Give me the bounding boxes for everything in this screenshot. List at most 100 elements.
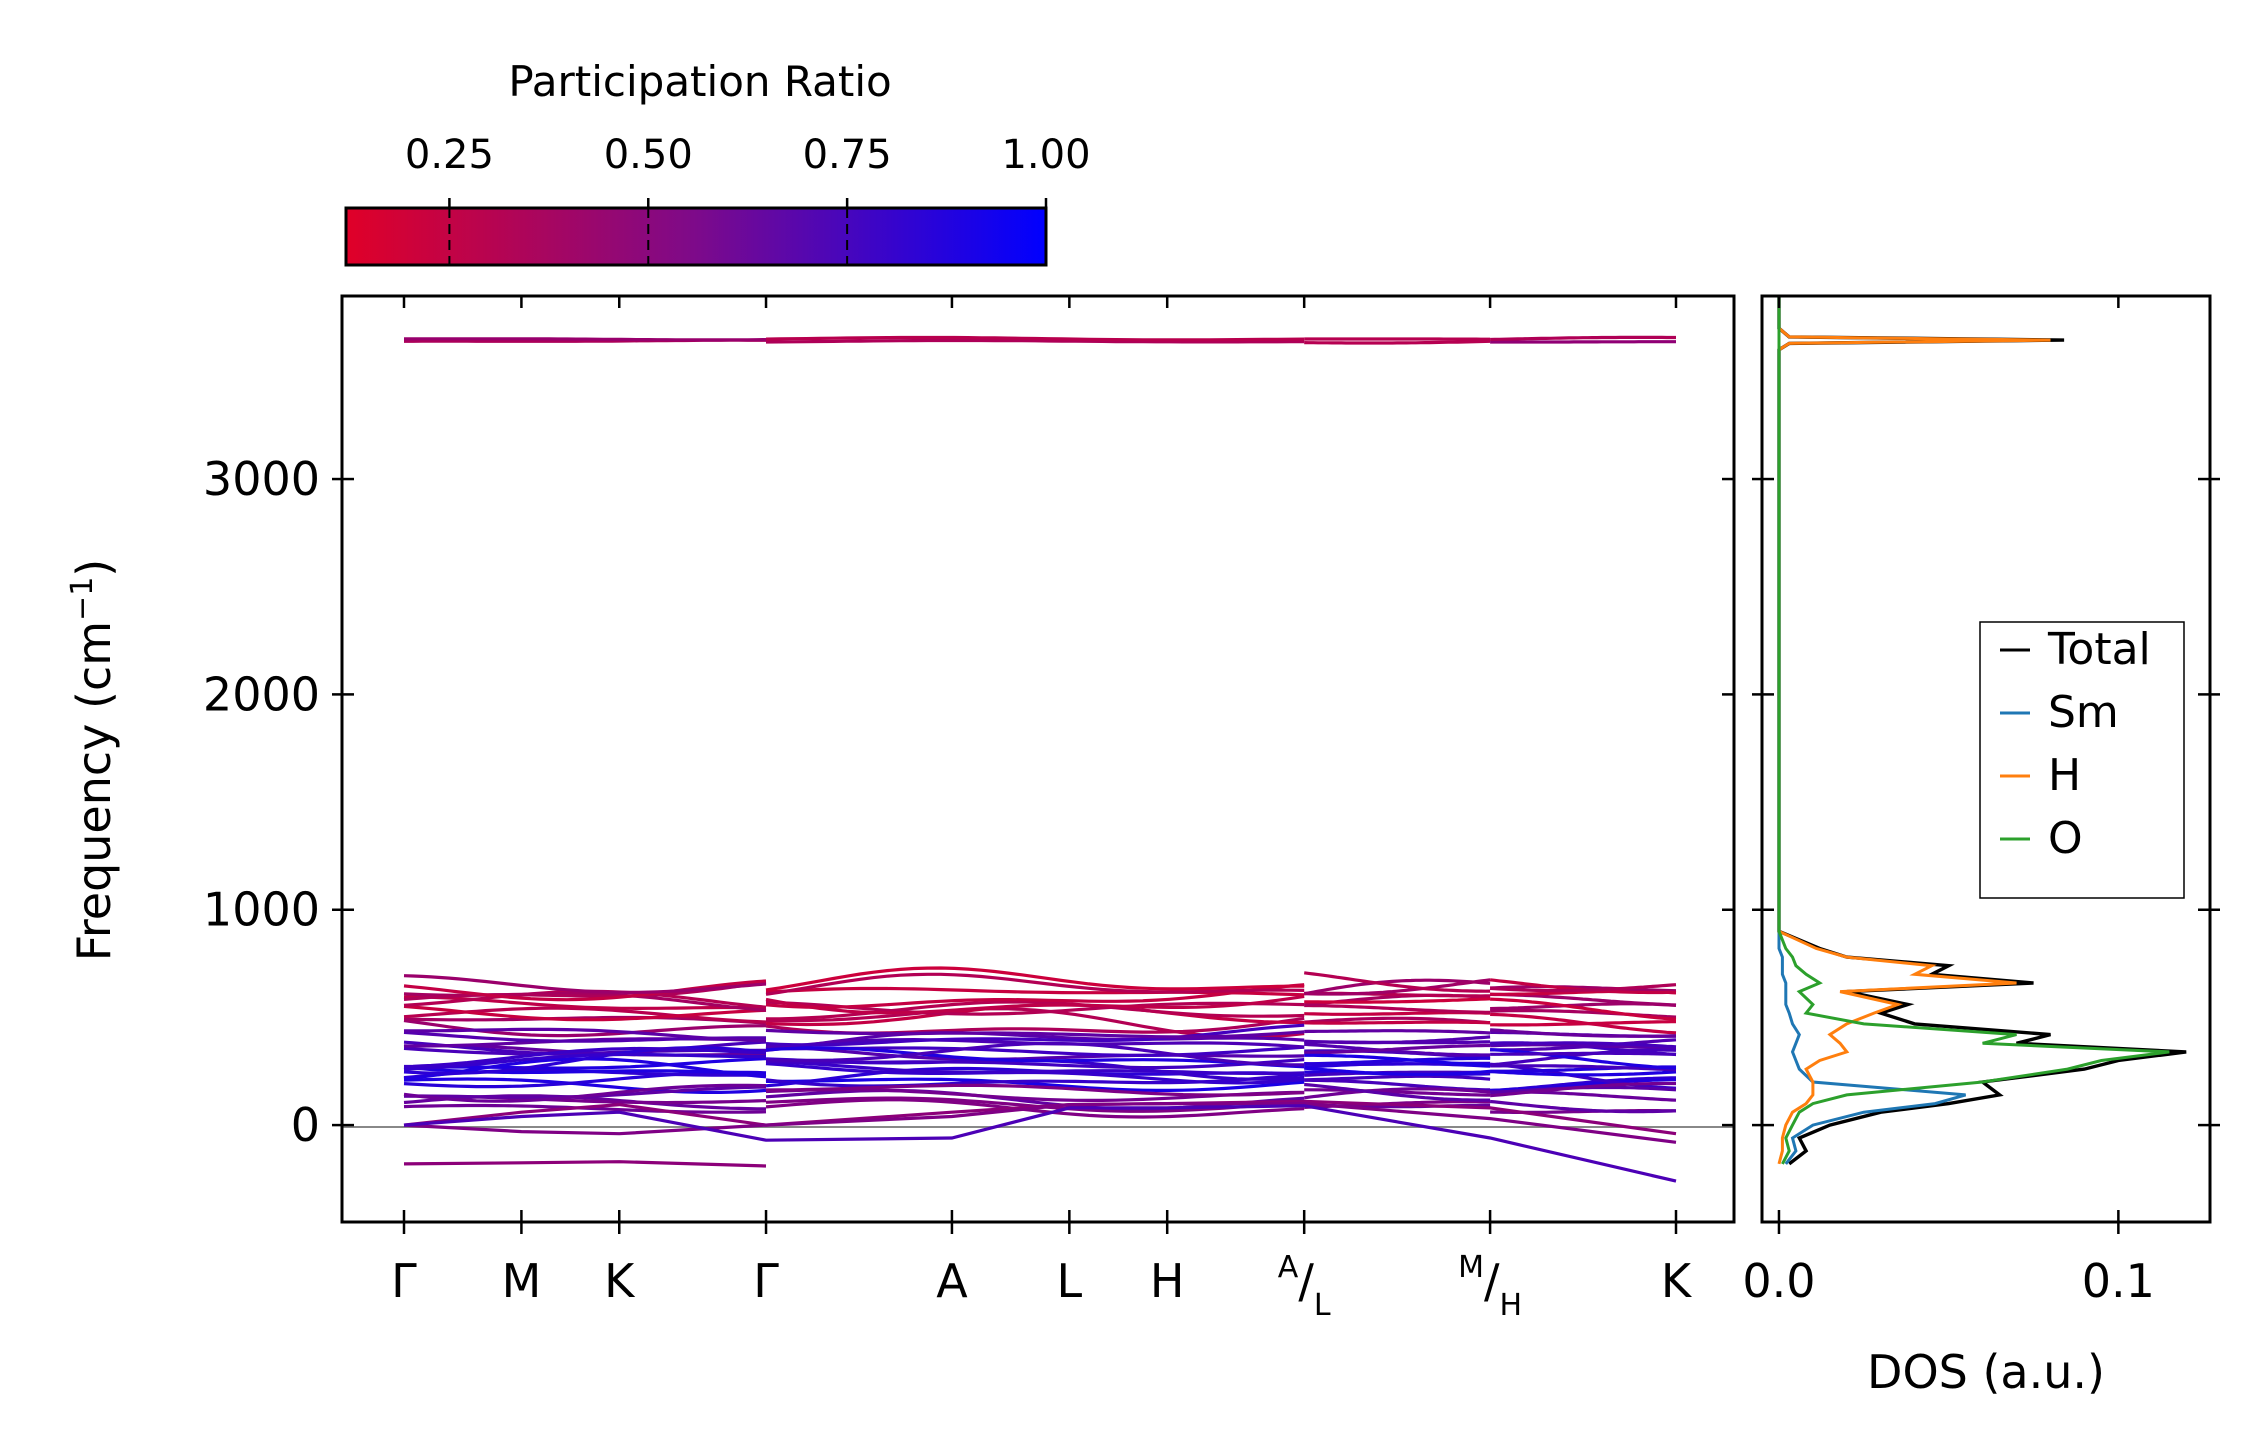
band-line (1490, 1038, 1677, 1052)
acoustic-band-line (403, 1104, 1677, 1183)
band-line (1303, 978, 1491, 996)
band-line (765, 338, 1305, 344)
y-axis-label-sup: −1 (65, 577, 100, 621)
band-line (1490, 985, 1677, 993)
band-line (403, 1083, 767, 1103)
band-line (765, 1023, 1305, 1047)
dos-ticks: 0.0 0.1 (1742, 296, 2220, 1308)
colorbar-title: Participation Ratio (508, 57, 891, 106)
band-plot-frame (340, 294, 1736, 1224)
band-line (403, 1065, 767, 1075)
legend-box (1979, 621, 2185, 899)
band-line (403, 1052, 766, 1071)
band-line (765, 1046, 1305, 1069)
colorbar-tick-label: 0.25 (405, 132, 494, 178)
band-line (403, 1046, 767, 1075)
dos-panel: 0.0 0.1 DOS (a.u.) Total Sm HO (1742, 294, 2220, 1399)
x-tick-label-sup: A (1278, 1250, 1299, 1285)
colorbar-tick-label: 0.75 (803, 132, 892, 178)
band-line (765, 1059, 1305, 1076)
dos-lines (1777, 296, 2187, 1166)
y-tick-label: 3000 (203, 452, 320, 506)
x-tick-label: Γ (753, 1254, 779, 1308)
x-tick-label-main: / (1298, 1254, 1314, 1308)
band-line (1489, 1081, 1676, 1098)
band-line (1304, 1082, 1491, 1102)
y-tick-label: 2000 (203, 667, 320, 721)
legend: Total Sm HO (1979, 621, 2185, 899)
band-line (1490, 1064, 1677, 1072)
band-line (1489, 983, 1677, 993)
x-tick-label: H (1150, 1254, 1185, 1308)
band-line (1489, 1048, 1677, 1070)
band-line (1490, 1051, 1677, 1056)
band-line (765, 1098, 1305, 1119)
band-lines (403, 335, 1677, 1183)
band-line (765, 1031, 1305, 1052)
x-tick-label: Γ (391, 1254, 417, 1308)
band-line (1304, 997, 1491, 1004)
colorbar-gradient (344, 206, 1048, 267)
band-line (1304, 1042, 1491, 1057)
band-line (403, 1057, 767, 1070)
colorbar-ticks: 0.25 0.50 0.75 1.00 (405, 132, 1091, 265)
y-axis-label-end: ) (67, 559, 121, 577)
x-tick-label: K (604, 1254, 636, 1308)
acoustic-band-line (403, 1101, 1677, 1144)
band-line (1490, 1070, 1677, 1077)
band-line (1304, 1043, 1491, 1055)
x-tick-label: A (936, 1254, 968, 1308)
band-line (765, 1041, 1305, 1067)
band-line (1304, 1003, 1491, 1014)
band-line (765, 1058, 1305, 1070)
band-line (765, 335, 1305, 342)
band-line (765, 1028, 1305, 1039)
x-tick-label-sub: L (1314, 1288, 1331, 1323)
band-line (1304, 1056, 1491, 1066)
x-tick-label: K (1661, 1254, 1693, 1308)
dos-plot-frame (1760, 294, 2212, 1224)
band-line (403, 1004, 767, 1022)
band-line (766, 1000, 1305, 1021)
band-line (766, 1077, 1305, 1093)
band-line (403, 974, 767, 995)
band-line (1304, 339, 1491, 345)
band-line (765, 966, 1305, 992)
band-line (765, 983, 1305, 1009)
acoustic-band-line (403, 1099, 1677, 1136)
dos-x-tick-label: 0.1 (2082, 1254, 2155, 1308)
band-line (1304, 978, 1491, 996)
band-line (1304, 1088, 1491, 1097)
dos-series-o (1777, 296, 2170, 1165)
x-tick-label: A/L (1278, 1250, 1331, 1323)
band-line (1489, 1062, 1677, 1090)
band-line (1304, 1029, 1491, 1035)
band-line (765, 972, 1305, 996)
band-line (1490, 1041, 1677, 1049)
band-line (1304, 1074, 1491, 1082)
colorbar-tick-label: 0.50 (604, 132, 693, 178)
legend-label-sm: Sm (2048, 687, 2119, 738)
band-line (1303, 1087, 1491, 1100)
band-line (1304, 1035, 1491, 1045)
band-line (403, 1046, 767, 1069)
dos-series-sm (1777, 296, 1967, 1165)
y-axis-label: Frequency (cm−1) (65, 559, 121, 962)
dos-series-h (1777, 296, 2051, 1165)
x-tick-label: M/H (1458, 1250, 1522, 1323)
band-line (1304, 1053, 1491, 1067)
colorbar-tick-label: 1.00 (1001, 132, 1090, 178)
band-line (1489, 1028, 1677, 1038)
band-line (1490, 1020, 1676, 1027)
band-line (765, 1083, 1305, 1097)
dos-x-tick-label: 0.0 (1742, 1254, 1815, 1308)
band-line (403, 979, 767, 1002)
dos-x-axis-label: DOS (a.u.) (1867, 1345, 2105, 1399)
band-line (1489, 1099, 1677, 1114)
band-line (1303, 971, 1491, 993)
x-tick-label-main: / (1484, 1254, 1500, 1308)
band-line (765, 1044, 1305, 1061)
legend-label-o: O (2048, 813, 2083, 864)
